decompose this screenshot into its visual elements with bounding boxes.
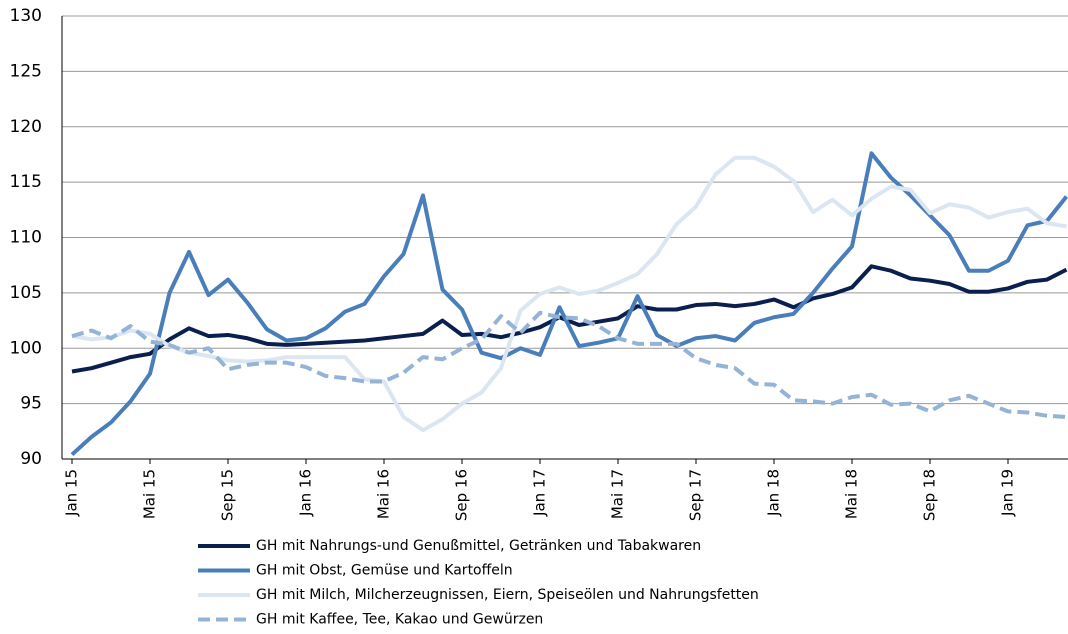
series-line — [71, 264, 1068, 374]
y-tick-label: 90 — [20, 449, 42, 469]
legend-label: GH mit Obst, Gemüse und Kartoffeln — [256, 563, 513, 579]
y-tick-label: 120 — [10, 117, 42, 137]
y-tick-label: 125 — [10, 61, 42, 81]
x-tick-label: Jan 17 — [531, 469, 549, 517]
x-tick-label: Jan 19 — [999, 469, 1017, 517]
x-tick-label: Mai 17 — [609, 469, 627, 519]
series-line — [71, 310, 1067, 419]
y-tick-label: 105 — [10, 283, 42, 303]
x-tick-label: Mai 18 — [843, 469, 861, 519]
x-tick-label: Sep 16 — [453, 469, 471, 521]
y-tick-label: 110 — [10, 228, 42, 248]
legend-label: GH mit Nahrungs-und Genußmittel, Getränk… — [256, 538, 701, 554]
x-tick-label: Jan 18 — [765, 469, 783, 517]
y-tick-label: 100 — [10, 338, 42, 358]
x-tick-label: Mai 15 — [141, 469, 159, 519]
legend-label: GH mit Milch, Milcherzeugnissen, Eiern, … — [256, 587, 759, 603]
y-tick-label: 95 — [20, 394, 42, 414]
x-tick-label: Sep 15 — [219, 469, 237, 521]
legend-label: GH mit Kaffee, Tee, Kakao und Gewürzen — [256, 612, 543, 628]
y-tick-label: 115 — [10, 172, 42, 192]
series-line — [71, 155, 1067, 433]
x-tick-label: Jan 15 — [63, 469, 81, 517]
x-tick-label: Mai 16 — [375, 469, 393, 519]
x-tick-label: Sep 17 — [687, 469, 705, 521]
y-tick-label: 130 — [10, 6, 42, 26]
x-tick-label: Sep 18 — [921, 469, 939, 521]
x-tick-label: Jan 16 — [297, 469, 315, 517]
